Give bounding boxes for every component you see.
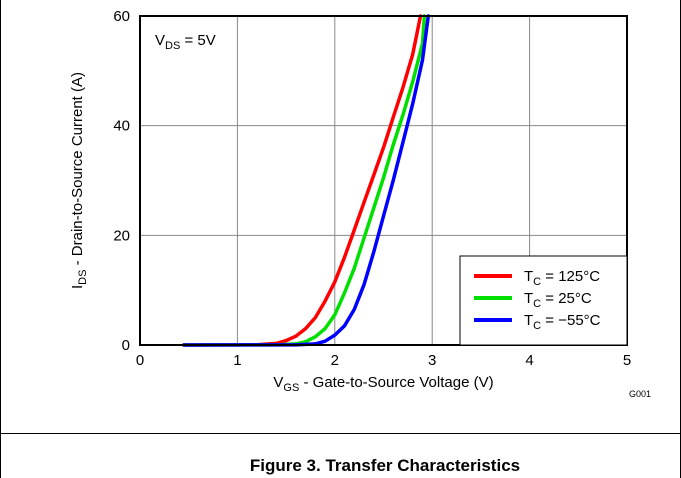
series-line-1 [182,14,427,347]
x-tick-label: 2 [331,352,339,369]
figure-caption: Figure 3. Transfer Characteristics [250,456,520,475]
x-tick-label: 1 [233,352,241,369]
x-axis-title-rest: - Gate-to-Source Voltage (V) [299,374,493,391]
y-axis-title-rest: - Drain-to-Source Current (A) [69,72,86,270]
legend-label-sub: C [533,320,541,332]
series-line-0 [182,14,423,347]
x-tick-label: 3 [428,352,436,369]
legend-label-sub: C [533,276,541,288]
x-tick-label: 4 [525,352,533,369]
legend-label-main: T [524,268,533,285]
vds-annotation-rest: = 5V [180,32,215,49]
y-tick-label: 0 [122,337,130,354]
y-axis-title-main: I [69,285,86,289]
x-axis-title: VGS - Gate-to-Source Voltage (V) [273,374,493,394]
y-axis-title-sub: DS [77,270,89,285]
vds-annotation-main: V [155,32,165,49]
x-axis-title-sub: GS [283,382,299,394]
legend-label-rest: = 25°C [541,290,592,307]
vds-annotation-sub: DS [165,40,180,52]
y-tick-label: 60 [113,8,130,25]
grid-lines [140,16,627,345]
y-axis-title: IDS - Drain-to-Source Current (A) [69,72,89,289]
x-tick-label: 0 [136,352,144,369]
legend-label-main: T [524,312,533,329]
y-tick-labels: 0 20 40 60 [113,8,130,354]
figure-code: G001 [629,389,651,399]
x-axis-title-main: V [273,374,283,391]
vds-annotation: VDS = 5V [155,32,216,52]
legend-label-1: TC = 25°C [524,290,592,310]
x-tick-labels: 0 1 2 3 4 5 [136,352,631,369]
legend-label-2: TC = −55°C [524,312,601,332]
legend-label-0: TC = 125°C [524,268,600,288]
legend-label-sub: C [533,298,541,310]
legend-box [459,255,628,346]
y-tick-label: 20 [113,227,130,244]
legend: TC = 125°CTC = 25°CTC = −55°C [459,255,628,346]
x-tick-label: 5 [623,352,631,369]
data-curves [182,14,431,347]
legend-label-rest: = −55°C [541,312,601,329]
legend-label-rest: = 125°C [541,268,600,285]
series-line-2 [182,14,431,347]
y-tick-label: 40 [113,118,130,135]
legend-label-main: T [524,290,533,307]
plot-area-border [139,15,628,346]
